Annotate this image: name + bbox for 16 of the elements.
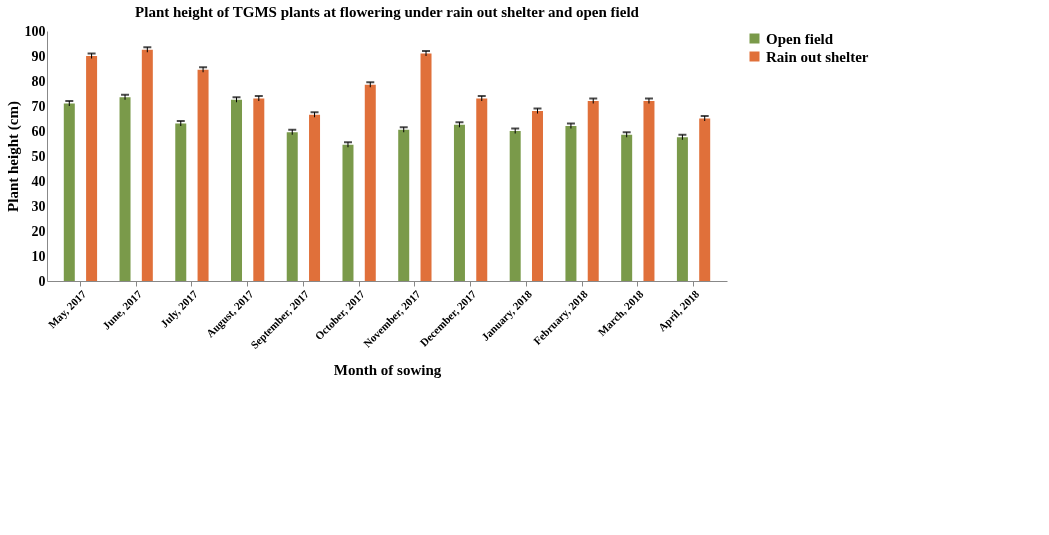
y-tick-label: 50: [31, 148, 46, 164]
y-tick-label: 80: [31, 73, 46, 89]
y-tick-label: 20: [31, 223, 46, 239]
y-tick-label: 10: [31, 248, 46, 264]
y-tick-label: 70: [31, 98, 46, 114]
y-tick-label: 90: [31, 48, 46, 64]
y-axis-title: Plant height (cm): [4, 101, 22, 212]
chart-title: Plant height of TGMS plants at flowering under rain out shelter and open field: [135, 4, 640, 20]
legend-label: Rain out shelter: [766, 48, 869, 65]
legend-label: Open field: [766, 30, 834, 47]
x-axis-title: Month of sowing: [333, 361, 442, 378]
y-tick-label: 0: [38, 273, 46, 289]
y-tick-label: 40: [31, 173, 46, 189]
y-tick-label: 100: [24, 23, 46, 39]
y-tick-label: 60: [31, 123, 46, 139]
y-tick-label: 30: [31, 198, 46, 214]
